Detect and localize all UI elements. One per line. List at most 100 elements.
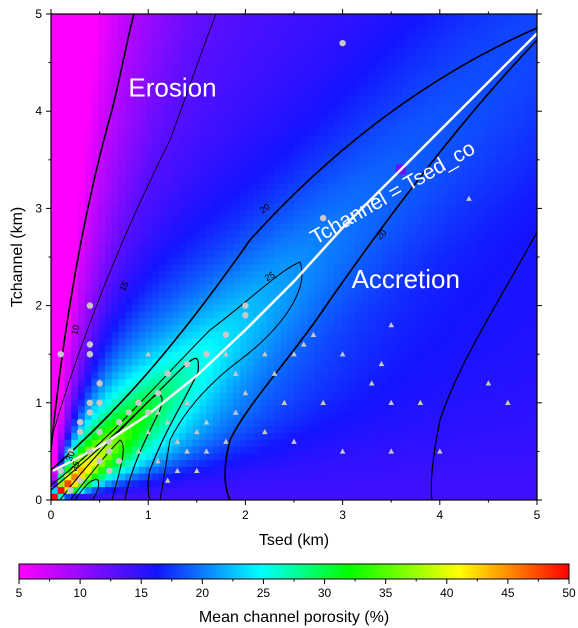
- heatmap-cell: [368, 115, 376, 123]
- heatmap-cell: [213, 176, 221, 184]
- heatmap-cell: [314, 209, 322, 218]
- heatmap-cell: [435, 230, 444, 238]
- heatmap-cell: [152, 243, 160, 251]
- heatmap-cell: [287, 230, 295, 238]
- heatmap-cell: [307, 88, 315, 96]
- heatmap-cell: [111, 115, 120, 123]
- heatmap-cell: [186, 182, 194, 191]
- heatmap-cell: [449, 398, 457, 407]
- heatmap-cell: [314, 486, 322, 494]
- heatmap-cell: [260, 263, 268, 272]
- heatmap-cell: [165, 128, 174, 137]
- heatmap-cell: [442, 473, 450, 481]
- heatmap-cell: [314, 169, 322, 177]
- heatmap-cell: [253, 385, 261, 393]
- heatmap-cell: [503, 176, 511, 184]
- heatmap-cell: [307, 311, 315, 319]
- heatmap-cell: [503, 196, 511, 204]
- heatmap-cell: [71, 216, 79, 224]
- heatmap-cell: [199, 74, 207, 83]
- heatmap-cell: [152, 419, 160, 427]
- heatmap-cell: [476, 290, 484, 299]
- heatmap-cell: [111, 371, 120, 380]
- heatmap-cell: [402, 351, 410, 359]
- heatmap-cell: [422, 169, 430, 177]
- heatmap-cell: [213, 446, 221, 454]
- heatmap-cell: [186, 128, 194, 137]
- heatmap-cell: [172, 378, 180, 386]
- heatmap-cell: [118, 162, 126, 170]
- heatmap-cell: [267, 425, 275, 434]
- heatmap-cell: [307, 486, 315, 494]
- heatmap-cell: [78, 250, 86, 258]
- heatmap-cell: [476, 236, 484, 245]
- heatmap-cell: [132, 257, 140, 265]
- heatmap-cell: [503, 257, 511, 265]
- heatmap-cell: [172, 311, 180, 319]
- heatmap-cell: [57, 20, 66, 29]
- heatmap-cell: [118, 452, 126, 461]
- heatmap-cell: [57, 27, 66, 35]
- heatmap-cell: [152, 473, 160, 481]
- heatmap-cell: [165, 378, 174, 386]
- heatmap-cell: [415, 385, 423, 393]
- heatmap-cell: [361, 169, 369, 177]
- heatmap-cell: [192, 115, 201, 123]
- heatmap-cell: [51, 74, 59, 83]
- heatmap-cell: [395, 419, 403, 427]
- heatmap-cell: [98, 331, 106, 339]
- heatmap-cell: [415, 365, 423, 373]
- heatmap-cell: [381, 223, 390, 231]
- heatmap-cell: [294, 311, 302, 319]
- heatmap-cell: [388, 61, 396, 69]
- heatmap-cell: [341, 142, 349, 150]
- heatmap-cell: [199, 459, 207, 467]
- heatmap-cell: [314, 412, 322, 420]
- heatmap-cell: [361, 466, 369, 474]
- heatmap-cell: [402, 27, 410, 35]
- heatmap-cell: [375, 479, 383, 488]
- heatmap-cell: [395, 68, 403, 76]
- heatmap-cell: [159, 230, 167, 238]
- heatmap-cell: [118, 142, 126, 150]
- heatmap-cell: [71, 203, 79, 211]
- heatmap-cell: [510, 304, 518, 312]
- heatmap-cell: [395, 439, 403, 447]
- heatmap-cell: [132, 216, 140, 224]
- heatmap-cell: [429, 263, 437, 272]
- heatmap-cell: [98, 88, 106, 96]
- heatmap-cell: [510, 466, 518, 474]
- heatmap-cell: [321, 108, 329, 116]
- heatmap-cell: [280, 405, 288, 413]
- heatmap-cell: [503, 236, 511, 245]
- heatmap-cell: [192, 317, 201, 326]
- heatmap-cell: [287, 176, 295, 184]
- heatmap-cell: [280, 479, 288, 488]
- heatmap-cell: [57, 378, 66, 386]
- heatmap-cell: [64, 304, 72, 312]
- heatmap-cell: [172, 74, 180, 83]
- heatmap-cell: [280, 385, 288, 393]
- heatmap-cell: [334, 243, 342, 251]
- heatmap-cell: [395, 142, 403, 150]
- heatmap-cell: [253, 203, 261, 211]
- heatmap-cell: [260, 47, 268, 56]
- heatmap-cell: [213, 338, 221, 346]
- heatmap-cell: [71, 142, 79, 150]
- heatmap-cell: [516, 392, 525, 400]
- heatmap-cell: [159, 311, 167, 319]
- heatmap-cell: [449, 493, 457, 500]
- heatmap-cell: [78, 290, 86, 299]
- heatmap-cell: [84, 297, 93, 305]
- heatmap-cell: [381, 277, 390, 285]
- heatmap-cell: [199, 95, 207, 103]
- heatmap-cell: [98, 176, 106, 184]
- heatmap-cell: [172, 419, 180, 427]
- heatmap-cell: [456, 405, 464, 413]
- heatmap-cell: [334, 270, 342, 278]
- heatmap-cell: [172, 479, 180, 488]
- heatmap-cell: [84, 74, 93, 83]
- heatmap-cell: [469, 486, 477, 494]
- heatmap-cell: [496, 135, 504, 143]
- heatmap-cell: [111, 338, 120, 346]
